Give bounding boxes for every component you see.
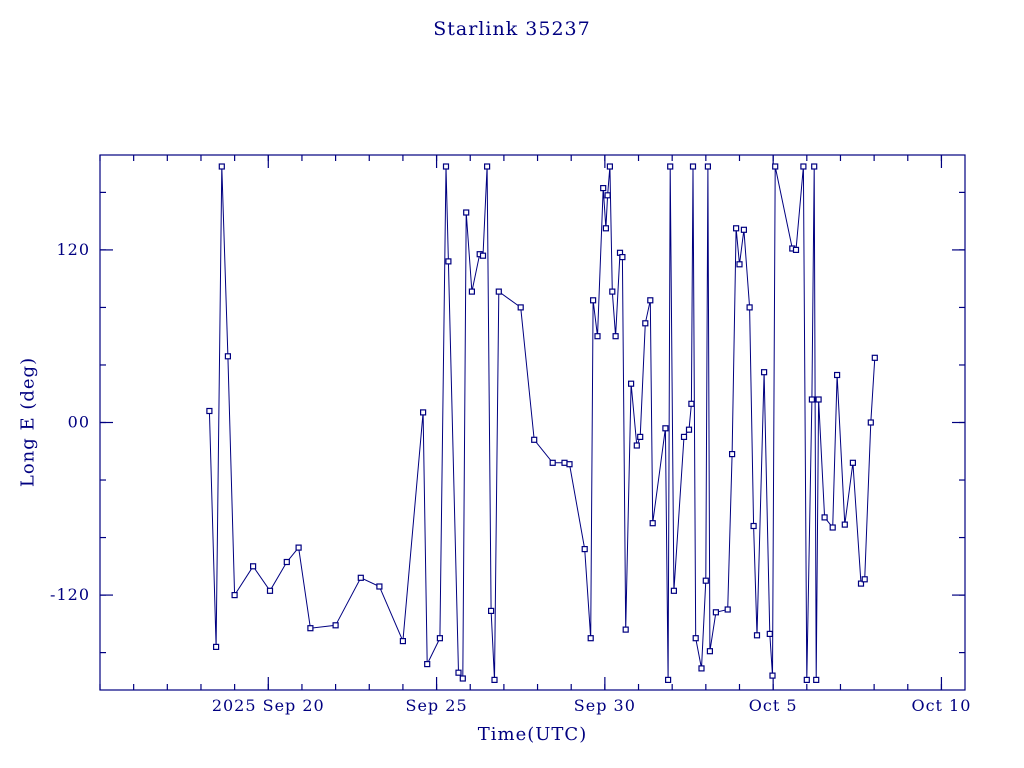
chart-title: Starlink 35237 [433,18,591,40]
svg-text:120: 120 [56,240,90,259]
x-axis-label: Time(UTC) [477,724,588,745]
svg-text:Sep 25: Sep 25 [406,696,468,715]
svg-text:00: 00 [68,413,90,432]
y-axis-label: Long E (deg) [17,356,39,488]
svg-text:2025 Sep 20: 2025 Sep 20 [212,696,325,715]
svg-text:-120: -120 [50,585,90,604]
svg-text:Oct 5: Oct 5 [749,696,798,715]
svg-text:Sep 30: Sep 30 [574,696,636,715]
svg-text:Oct 10: Oct 10 [911,696,971,715]
